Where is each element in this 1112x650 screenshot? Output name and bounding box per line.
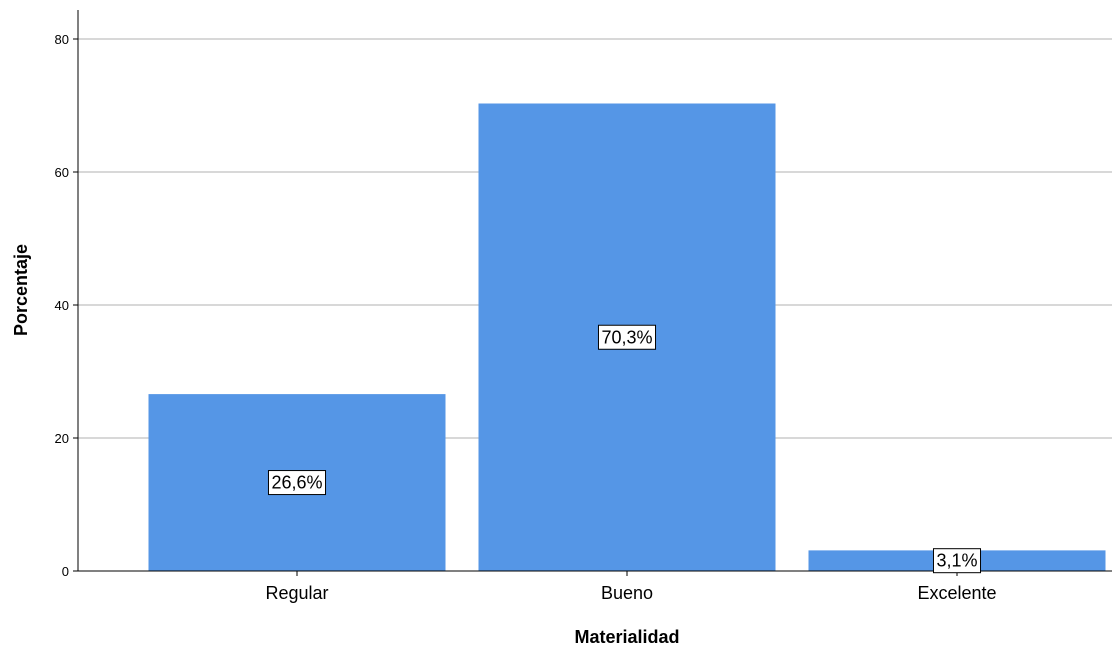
y-tick-label: 0 [62,564,69,579]
x-axis-title: Materialidad [574,627,679,647]
y-tick-label: 80 [55,32,69,47]
data-label-text: 26,6% [271,473,322,493]
y-tick-labels: 0 20 40 60 80 [55,32,78,579]
data-label: 70,3% [597,324,657,350]
x-category-label: Excelente [917,583,996,603]
x-category-label: Regular [265,583,328,603]
data-label-text: 70,3% [601,327,652,347]
data-label: 3,1% [932,548,982,574]
y-tick-label: 40 [55,298,69,313]
data-label-box [597,324,657,350]
y-axis-title: Porcentaje [11,244,31,336]
data-label-text: 3,1% [936,551,977,571]
y-tick-label: 60 [55,165,69,180]
x-category-label: Bueno [601,583,653,603]
data-label: 26,6% [267,470,327,496]
x-category-labels: Regular Bueno Excelente [265,571,997,603]
data-label-box [932,548,982,574]
data-label-box [267,470,327,496]
y-tick-label: 20 [55,431,69,446]
data-labels: 26,6% 70,3% 3,1% [267,324,982,574]
